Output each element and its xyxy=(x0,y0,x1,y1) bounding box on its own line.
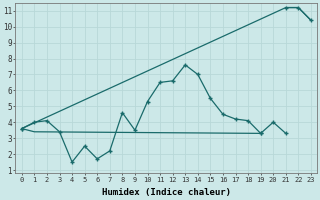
X-axis label: Humidex (Indice chaleur): Humidex (Indice chaleur) xyxy=(102,188,231,197)
